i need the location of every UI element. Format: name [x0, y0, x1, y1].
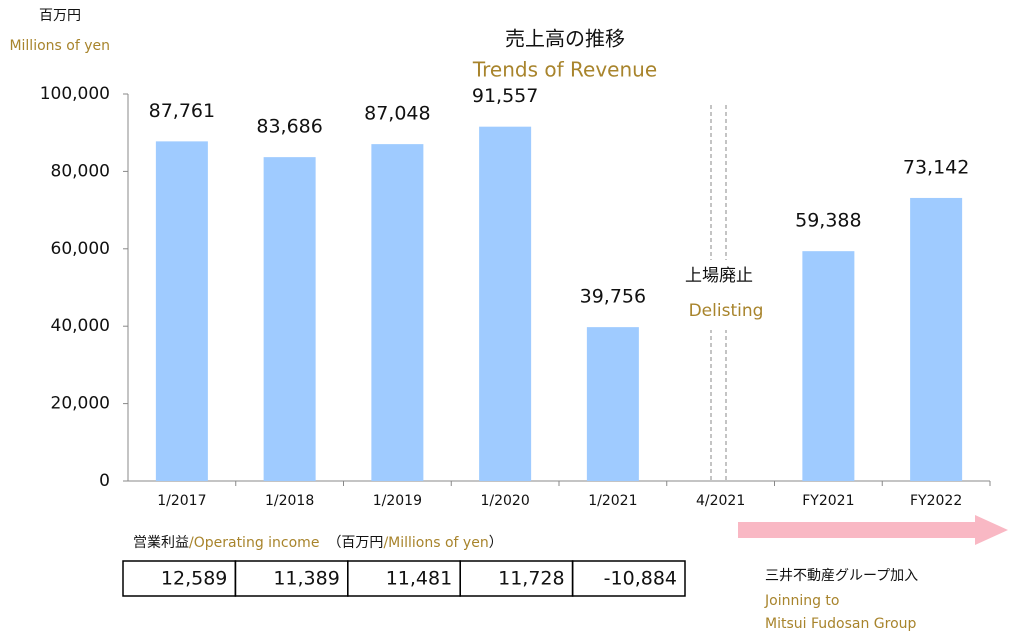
y-unit-en: Millions of yen	[9, 38, 110, 54]
arrow	[738, 515, 1008, 545]
x-tick-label: 1/2021	[588, 493, 637, 509]
value-label: 87,761	[149, 100, 215, 122]
value-label: 59,388	[795, 210, 861, 232]
value-label: 73,142	[903, 156, 969, 178]
note-en: Mitsui Fudosan Group	[765, 616, 917, 632]
annotation-en: Delisting	[689, 301, 764, 321]
x-tick-label: 1/2018	[265, 493, 314, 509]
bar	[910, 197, 963, 481]
x-tick-label: 1/2019	[373, 493, 422, 509]
y-tick-label: 40,000	[51, 316, 110, 336]
y-tick-label: 100,000	[40, 84, 110, 104]
y-tick-label: 0	[99, 471, 110, 491]
bar	[586, 327, 639, 481]
value-label: 91,557	[472, 85, 538, 107]
table-value: -10,884	[604, 568, 677, 590]
y-tick-label: 60,000	[51, 239, 110, 259]
chart-title: 売上高の推移	[505, 27, 625, 51]
chart-subtitle: Trends of Revenue	[472, 58, 657, 82]
x-tick-label: 1/2017	[157, 493, 206, 509]
annotation-bg	[682, 260, 772, 330]
bar	[155, 141, 208, 481]
y-tick-label: 80,000	[51, 161, 110, 181]
value-label: 87,048	[364, 103, 430, 125]
table-cell	[571, 560, 686, 597]
table-value: 11,728	[498, 568, 564, 590]
note-en: Joinning to	[764, 593, 839, 609]
y-tick-label: 20,000	[51, 394, 110, 414]
table-value: 12,589	[161, 568, 227, 590]
value-label: 83,686	[256, 116, 322, 138]
x-tick-label: 1/2020	[480, 493, 529, 509]
bar	[263, 157, 316, 481]
op-income-label: 営業利益/Operating income （百万円/Millions of ye…	[133, 535, 503, 551]
table-value: 11,389	[273, 568, 339, 590]
x-tick-label: FY2021	[802, 493, 854, 509]
annotation: 上場廃止	[685, 266, 753, 286]
value-label: 39,756	[580, 286, 646, 308]
bar	[371, 144, 424, 481]
x-tick-label: FY2022	[910, 493, 962, 509]
note: 三井不動産グループ加入	[765, 568, 918, 584]
bar	[479, 126, 532, 481]
table-value: 11,481	[386, 568, 452, 590]
bar	[802, 251, 855, 481]
y-unit: 百万円	[39, 8, 81, 24]
x-tick-label: 4/2021	[696, 493, 745, 509]
